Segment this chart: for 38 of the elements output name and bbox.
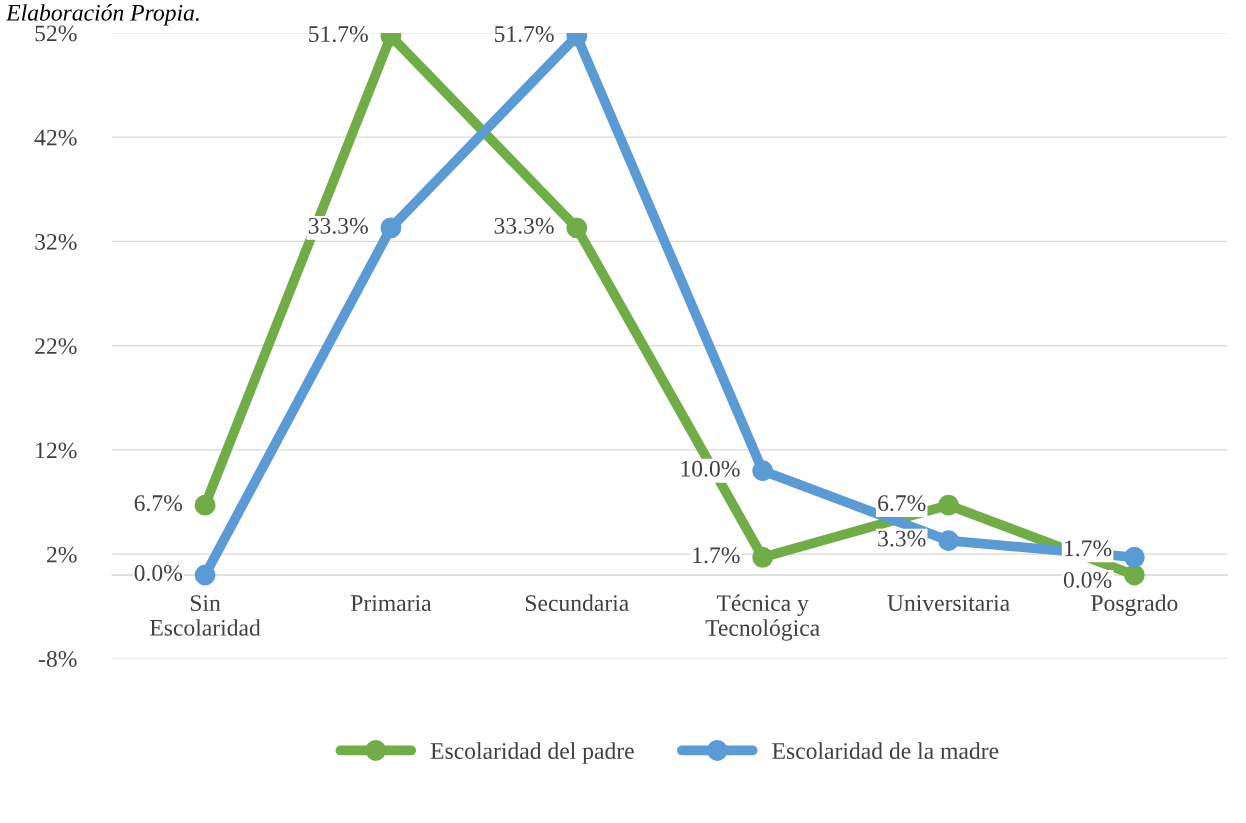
data-label: 51.7% [309,26,368,43]
point [752,460,774,482]
x-tick-label: Técnica y Tecnológica [705,594,820,641]
data-label: 0.0% [134,564,183,582]
y-tick-label: 2% [46,546,77,563]
data-label: 1.7% [693,547,740,564]
legend-label: Escolaridad de la madre [772,742,999,759]
data-label: 3.3% [878,530,926,547]
y-tick-label: 52% [35,25,77,42]
x-tick-label: Primaria [350,595,432,612]
y-tick-label: 12% [36,442,77,459]
data-label: 1.7% [1065,540,1112,557]
point [752,546,774,568]
y-tick-label: 42% [34,129,77,146]
data-label: 51.7% [494,26,554,43]
data-label: 33.3% [494,217,554,234]
data-label: 33.3% [308,217,368,234]
data-label: 6.7% [134,495,183,512]
data-label: 6.7% [878,495,926,512]
point [566,217,588,239]
point [938,530,959,552]
x-tick-label: Secundaria [525,594,629,612]
y-tick-label: 22% [35,338,77,355]
point [194,494,216,516]
point [1123,564,1145,586]
point [194,564,216,586]
data-label: 10.0% [681,460,740,477]
point [1123,546,1145,568]
data-label: 0.0% [1063,571,1112,588]
x-tick-label: Sin Escolaridad [150,595,261,636]
point [938,494,959,516]
point [380,217,402,239]
x-tick-label: Universitaria [887,595,1010,612]
y-tick-label: -8% [38,650,77,667]
y-tick-label: 32% [35,233,77,250]
legend-label: Escolaridad del padre [430,742,634,764]
x-tick-label: Posgrado [1091,594,1178,616]
text: Elaboración Propia. [5,4,199,26]
